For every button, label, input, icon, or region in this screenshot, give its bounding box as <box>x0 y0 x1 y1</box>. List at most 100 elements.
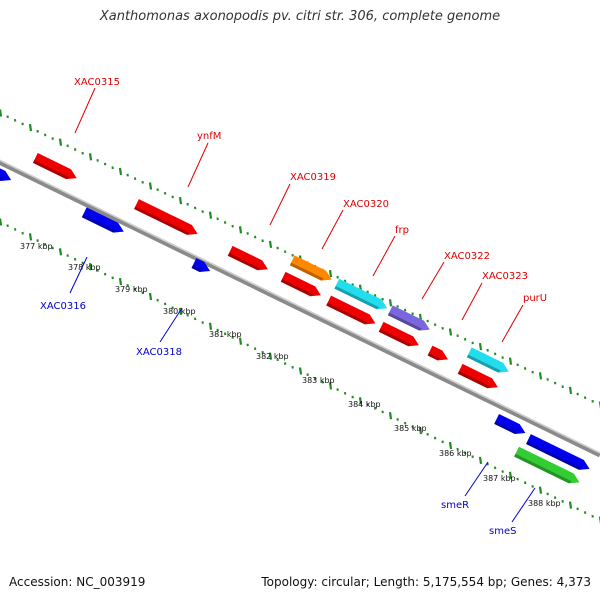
outer-tick-ring-tick <box>568 386 573 395</box>
tick-rings <box>0 109 600 524</box>
gene-arrow-red-c <box>378 321 419 347</box>
gene-label-xac0323: XAC0323 <box>482 271 528 282</box>
kbp-label-377: 377 kbp <box>20 242 53 251</box>
outer-tick-ring-tick <box>328 269 333 278</box>
inner-tick-ring-tick <box>178 307 183 316</box>
inner-tick-ring-tick <box>448 441 453 450</box>
inner-tick-ring-tick <box>388 412 393 420</box>
outer-tick-ring-tick <box>508 357 513 365</box>
gene-arrow-smes-shade <box>514 453 572 484</box>
genome-backbone <box>0 159 600 458</box>
kbp-label-382: 382 kbp <box>256 352 289 361</box>
outer-tick-ring-tick <box>0 109 3 117</box>
leader-xac0323 <box>461 282 483 321</box>
gene-arrow-ynfm <box>134 199 198 235</box>
gene-arrow-red-d-shade <box>457 371 491 389</box>
inner-tick-ring-tick <box>478 456 483 465</box>
inner-tick-ring-tick <box>538 486 543 494</box>
gene-arrow-xac0316-shade <box>81 214 116 233</box>
map-title: Xanthomonas axonopodis pv. citri str. 30… <box>99 9 501 24</box>
inner-tick-ring-tick <box>118 277 123 286</box>
inner-tick-ring-tick <box>358 397 363 405</box>
leader-smes <box>511 487 536 523</box>
inner-tick-ring-tick <box>88 263 93 271</box>
gene-label-frp: frp <box>395 225 409 236</box>
inner-tick-ring-tick <box>268 352 273 360</box>
kbp-label-383: 383 kbp <box>302 376 335 385</box>
leader-xac0319 <box>269 183 291 226</box>
outer-tick-ring-tick <box>118 167 123 176</box>
gene-arrow-xac0318 <box>191 258 211 272</box>
gene-arrow-blue-left-edge <box>0 167 12 181</box>
gene-arrow-red-b-shade <box>326 302 368 325</box>
gene-arrow-xac0322-shade <box>387 312 422 331</box>
inner-tick-ring-tick <box>508 471 513 479</box>
outer-tick-ring-tick <box>58 138 63 146</box>
outer-tick-ring-tick <box>538 372 543 380</box>
outer-tick-ring-tick <box>388 299 393 307</box>
inner-tick-ring-tick <box>28 233 33 241</box>
leader-xac0318 <box>159 307 183 343</box>
gene-label-smer: smeR <box>441 500 469 511</box>
outer-tick-ring-tick <box>448 328 453 336</box>
gene-arrow-red-c-shade <box>378 329 412 347</box>
gene-arrow-xac0316 <box>81 207 124 233</box>
kbp-label-384: 384 kbp <box>348 400 381 409</box>
gene-label-xac0319: XAC0319 <box>290 172 336 183</box>
gene-arrow-xac0315 <box>32 152 77 180</box>
genome-backbone-highlight <box>0 159 600 454</box>
gene-label-xac0318: XAC0318 <box>136 347 182 358</box>
outer-tick-ring-tick <box>88 153 93 161</box>
gene-arrow-blue-e <box>494 414 526 435</box>
accession-text: Accession: NC_003919 <box>9 575 146 589</box>
gene-label-ynfm: ynfM <box>197 131 221 142</box>
leader-xac0316 <box>69 256 88 294</box>
inner-tick-ring-tick <box>238 337 243 345</box>
gene-arrow-frp-shade <box>334 285 380 310</box>
gene-arrow-red-d <box>457 363 498 389</box>
inner-tick-ring-tick <box>208 322 213 330</box>
gene-arrow-orange <box>289 255 332 281</box>
gene-arrow-red-b <box>326 295 376 325</box>
inner-tick-ring-tick <box>148 292 153 301</box>
outer-tick-ring-tick <box>268 240 273 249</box>
kbp-label-381: 381 kbp <box>209 330 242 339</box>
gene-label-xac0315: XAC0315 <box>74 77 120 88</box>
gene-arrow-xac0323 <box>427 345 448 361</box>
leader-xac0315 <box>74 87 96 134</box>
gene-arrow-ynfm-shade <box>134 206 190 235</box>
outer-tick-ring-tick <box>148 182 153 190</box>
leader-puru <box>501 304 524 343</box>
gene-arrow-blue-left-edge-shade <box>0 174 4 181</box>
outer-tick-ring-tick <box>178 196 183 205</box>
leader-smer <box>464 461 489 497</box>
inner-tick-ring-tick <box>568 501 573 509</box>
gene-arrow-xac0323-shade <box>427 352 441 361</box>
gene-arrow-xac0315-shade <box>32 160 69 180</box>
gene-arrow-frp <box>334 278 388 310</box>
gene-arrow-orange-shade <box>289 262 324 281</box>
gene-arrow-xac0319-shade <box>227 253 261 271</box>
inner-tick-ring-tick <box>418 426 423 435</box>
leader-ynfm <box>187 142 209 188</box>
gene-label-puru: purU <box>523 293 547 304</box>
gene-features <box>0 152 590 484</box>
genome-summary-text: Topology: circular; Length: 5,175,554 bp… <box>261 575 591 589</box>
leader-frp <box>372 235 396 277</box>
gene-arrow-red-a <box>280 271 321 297</box>
gene-label-xac0320: XAC0320 <box>343 199 389 210</box>
gene-arrow-smer <box>526 434 590 470</box>
kbp-label-380: 380 kbp <box>163 307 196 316</box>
gene-arrow-smer-shade <box>526 441 582 470</box>
gene-arrow-puru <box>466 347 509 373</box>
kbp-label-388: 388 kbp <box>528 499 561 508</box>
inner-tick-ring-tick <box>328 382 333 390</box>
gene-label-xac0316: XAC0316 <box>40 301 86 312</box>
kbp-label-378: 378 kbp <box>68 263 101 272</box>
outer-tick-ring-tick <box>238 226 243 234</box>
gene-arrow-red-a-shade <box>280 279 314 297</box>
inner-tick-ring-tick <box>58 248 63 256</box>
gene-label-xac0322: XAC0322 <box>444 251 490 262</box>
outer-tick-ring-tick <box>208 211 213 219</box>
